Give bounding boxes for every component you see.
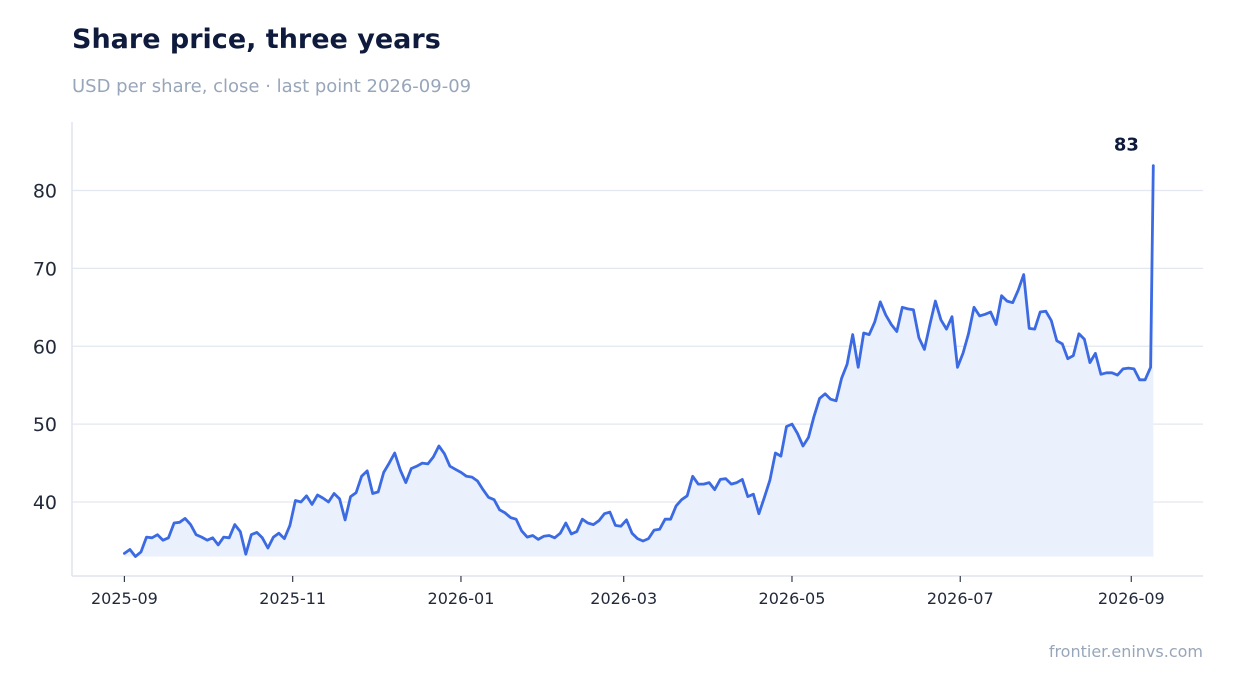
price-area: [124, 165, 1154, 557]
x-tick-label: 2026-07: [927, 589, 994, 608]
x-tick-label: 2026-09: [1098, 589, 1165, 608]
price-line: [123, 164, 1155, 558]
y-tick-label: 50: [33, 414, 57, 436]
x-tick-label: 2026-03: [590, 589, 657, 608]
y-tick-label: 80: [33, 181, 57, 203]
x-tick-label: 2026-05: [759, 589, 826, 608]
x-tick-label: 2025-09: [91, 589, 158, 608]
price-series-line: [123, 164, 1155, 558]
chart-subtitle: USD per share, close · last point 2026-0…: [72, 76, 472, 97]
x-tick-label: 2026-01: [428, 589, 495, 608]
y-tick-label: 40: [33, 492, 57, 514]
x-tick-label: 2025-11: [259, 589, 326, 608]
chart-title: Share price, three years: [72, 24, 441, 55]
axes: [71, 122, 1203, 582]
y-tick-label: 60: [33, 336, 57, 358]
tick-labels: 40 50 60 70 80 2025-09 2025-11 2026-01 2026-03 20…: [33, 135, 1165, 608]
y-tick-label: 70: [33, 258, 57, 280]
area-fill: [124, 165, 1154, 557]
last-value-label: 83: [1114, 135, 1139, 156]
source-credit: frontier.eninvs.com: [1048, 642, 1203, 661]
